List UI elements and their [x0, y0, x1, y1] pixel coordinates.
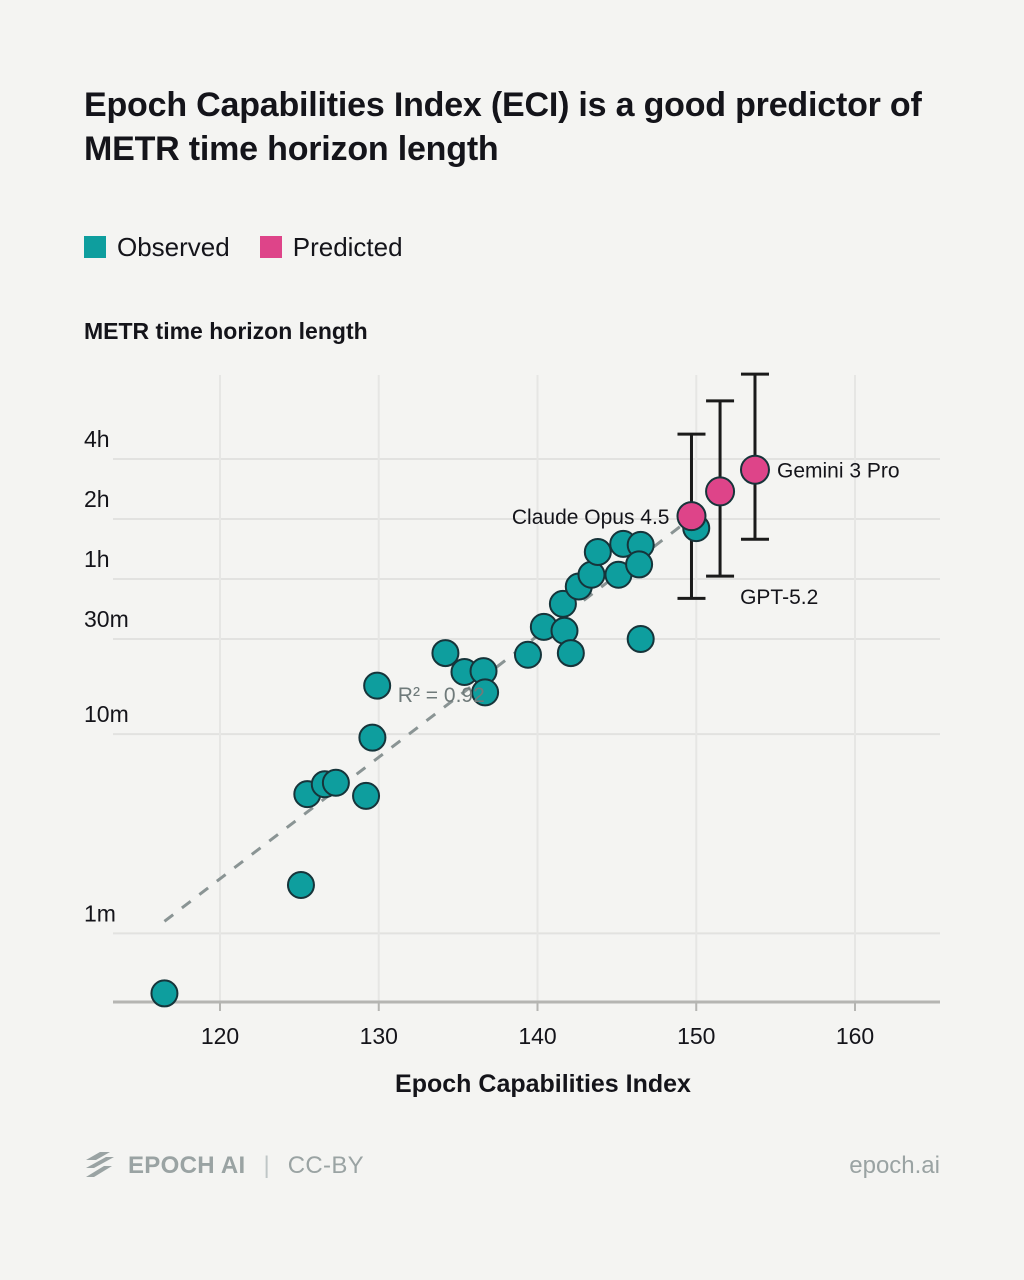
point-label: Gemini 3 Pro	[777, 460, 900, 483]
data-point-observed[interactable]	[625, 550, 654, 579]
legend-item-predicted[interactable]: Predicted	[259, 232, 403, 262]
x-tick-label: 150	[677, 1023, 715, 1049]
data-point-observed[interactable]	[431, 639, 460, 668]
axis-lines	[113, 1000, 940, 1011]
legend-swatch-observed	[84, 236, 106, 258]
x-axis-title: Epoch Capabilities Index	[0, 1070, 1024, 1099]
y-tick-label: 2h	[84, 486, 110, 512]
data-point-observed[interactable]	[363, 671, 392, 700]
y-tick-label: 30m	[84, 606, 129, 632]
observed-points	[150, 514, 711, 1008]
y-tick-label: 1h	[84, 546, 110, 572]
data-point-observed[interactable]	[352, 781, 381, 810]
data-point-observed[interactable]	[548, 589, 577, 618]
point-label: GPT-5.2	[740, 586, 818, 609]
data-point-observed[interactable]	[471, 678, 500, 707]
predicted-points	[676, 454, 770, 532]
chart-legend: Observed Predicted	[84, 234, 403, 260]
y-tick-labels: 4h 2h 1h 30m 10m 1m	[84, 426, 129, 926]
data-point-observed[interactable]	[286, 870, 315, 899]
x-tick-label: 140	[518, 1023, 556, 1049]
point-labels: Claude Opus 4.5 GPT-5.2 Gemini 3 Pro	[512, 460, 900, 609]
data-point-predicted[interactable]	[705, 476, 736, 507]
footer-separator: |	[263, 1152, 270, 1179]
page-title: Epoch Capabilities Index (ECI) is a good…	[84, 86, 922, 168]
data-point-observed[interactable]	[583, 537, 612, 566]
trendline	[163, 514, 696, 923]
data-point-observed[interactable]	[513, 640, 542, 669]
trend-line	[163, 514, 696, 923]
x-axis-title-text: Epoch Capabilities Index	[395, 1070, 691, 1098]
x-tick-label: 120	[201, 1023, 239, 1049]
y-tick-label: 10m	[84, 701, 129, 727]
footer-site-url[interactable]: epoch.ai	[849, 1152, 940, 1179]
data-point-observed[interactable]	[358, 723, 387, 752]
y-tick-label: 1m	[84, 900, 116, 926]
x-tick-label: 160	[836, 1023, 874, 1049]
legend-label-predicted: Predicted	[292, 232, 403, 262]
data-point-observed[interactable]	[556, 639, 585, 668]
grid-lines	[113, 375, 940, 1002]
legend-item-observed[interactable]: Observed	[84, 234, 230, 260]
annotations: R² = 0.92	[398, 684, 485, 707]
point-label: Claude Opus 4.5	[512, 506, 670, 529]
legend-label-observed: Observed	[117, 232, 230, 262]
data-point-observed[interactable]	[626, 625, 655, 653]
data-point-predicted[interactable]	[676, 501, 707, 532]
data-point-predicted[interactable]	[739, 454, 770, 485]
legend-swatch-predicted	[259, 236, 282, 258]
y-axis-title: METR time horizon length	[84, 318, 368, 344]
footer: EPOCH AI | CC-BY epoch.ai	[84, 1152, 940, 1180]
annotation-r2: R² = 0.92	[398, 684, 485, 707]
x-tick-label: 130	[360, 1023, 398, 1049]
x-tick-labels: 120 130 140 150 160	[201, 1023, 874, 1049]
y-tick-label: 4h	[84, 426, 110, 452]
footer-brand: EPOCH AI	[128, 1152, 246, 1179]
epoch-logo-icon	[86, 1152, 114, 1177]
data-point-observed[interactable]	[321, 768, 350, 797]
data-point-observed[interactable]	[150, 979, 179, 1008]
footer-license: CC-BY	[287, 1152, 364, 1179]
footer-left: EPOCH AI | CC-BY	[84, 1152, 364, 1180]
